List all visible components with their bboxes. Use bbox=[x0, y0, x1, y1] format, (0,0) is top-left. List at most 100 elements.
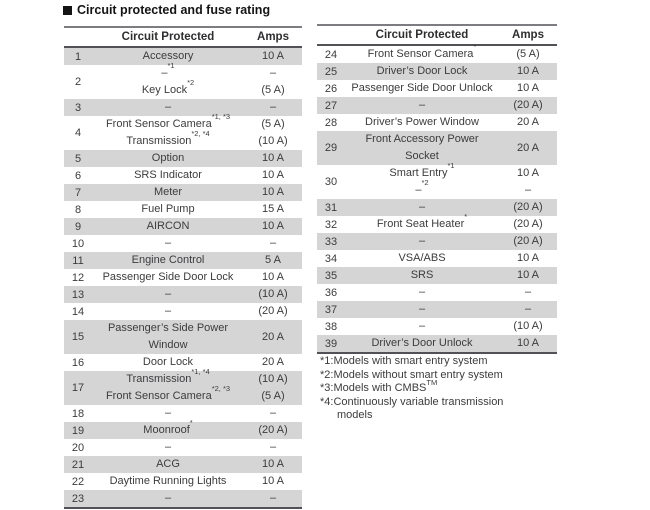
table-row: 36 – – bbox=[317, 284, 557, 301]
circuit-cell: – bbox=[345, 301, 499, 318]
table-row: 11 Engine Control 5 A bbox=[64, 252, 302, 269]
amps-value: 10 A bbox=[261, 220, 285, 232]
circuit-cell: – bbox=[92, 235, 244, 252]
amps-value: 10 A bbox=[516, 65, 540, 77]
table-row: 20 – – bbox=[64, 439, 302, 456]
table-row: 30 Smart Entry*1 –*2 10 A – bbox=[317, 162, 557, 199]
amps-value: 10 A bbox=[261, 271, 285, 283]
table-row: 28 Driver’s Power Window 20 A bbox=[317, 114, 557, 131]
row-number: 26 bbox=[324, 82, 338, 95]
amps-cell: – bbox=[244, 439, 302, 456]
table-row: 32 Front Seat Heater* (20 A) bbox=[317, 212, 557, 233]
amps-cell: 10 A bbox=[244, 218, 302, 235]
row-number: 32 bbox=[324, 218, 338, 231]
amps-cell: (20 A) bbox=[244, 303, 302, 320]
circuit-cell: Driver’s Door Unlock bbox=[345, 335, 499, 352]
table-row: 33 – (20 A) bbox=[317, 233, 557, 250]
circuit-line: Front Seat Heater* bbox=[376, 212, 468, 230]
amps-cell: (20 A) bbox=[499, 97, 557, 114]
circuit-cell: Engine Control bbox=[92, 252, 244, 269]
amps-cell: 10 A bbox=[244, 184, 302, 201]
amps-cell: (5 A) (10 A) bbox=[244, 116, 302, 150]
row-number: 5 bbox=[74, 152, 82, 165]
footnote-marker: *2 bbox=[187, 78, 195, 87]
amps-value: 10 A bbox=[261, 186, 285, 198]
amps-cell: – (5 A) bbox=[244, 65, 302, 99]
row-number: 35 bbox=[324, 269, 338, 282]
amps-cell: 10 A bbox=[499, 267, 557, 284]
circuit-line: ACG bbox=[156, 458, 180, 470]
amps-value: (5 A) bbox=[261, 84, 285, 96]
footnote-marker: * bbox=[464, 212, 468, 221]
row-number: 21 bbox=[71, 458, 85, 471]
row-number: 29 bbox=[324, 142, 338, 154]
row-number: 36 bbox=[324, 286, 338, 299]
amps-cell: – bbox=[499, 301, 557, 318]
table-row: 16 Door Lock 20 A bbox=[64, 354, 302, 371]
amps-value: (20 A) bbox=[513, 201, 543, 213]
circuit-line: Front Sensor Camera* bbox=[367, 42, 477, 60]
row-number: 13 bbox=[71, 288, 85, 301]
row-number: 25 bbox=[324, 65, 338, 78]
circuit-cell: – bbox=[345, 97, 499, 114]
amps-cell: 20 A bbox=[244, 354, 302, 371]
amps-value: 10 A bbox=[516, 82, 540, 94]
footnote-marker: *1, *4 bbox=[191, 367, 210, 376]
circuit-line: Transmission*1, *4 bbox=[126, 367, 210, 385]
circuit-cell: – bbox=[92, 99, 244, 116]
row-number: 18 bbox=[71, 407, 85, 420]
circuit-line: – bbox=[164, 407, 172, 419]
amps-value: (10 A) bbox=[258, 135, 288, 147]
circuit-cell: Option bbox=[92, 150, 244, 167]
amps-cell: – bbox=[244, 235, 302, 252]
circuit-cell: VSA/ABS bbox=[345, 250, 499, 267]
amps-value: (5 A) bbox=[261, 390, 285, 402]
amps-cell: 20 A bbox=[244, 320, 302, 354]
square-bullet-icon bbox=[63, 5, 72, 15]
row-number: 6 bbox=[74, 169, 82, 182]
amps-cell: (20 A) bbox=[499, 199, 557, 216]
circuit-line: – bbox=[418, 286, 426, 298]
row-number: 9 bbox=[74, 220, 82, 233]
amps-value: 10 A bbox=[516, 167, 540, 179]
amps-value: 10 A bbox=[261, 458, 285, 470]
circuit-cell: – bbox=[345, 233, 499, 250]
circuit-line: – bbox=[164, 237, 172, 249]
amps-value: (10 A) bbox=[258, 288, 288, 300]
circuit-cell: Passenger Side Door Lock bbox=[92, 269, 244, 286]
row-number: 17 bbox=[71, 382, 85, 394]
circuit-cell: ACG bbox=[92, 456, 244, 473]
table-row: 10 – – bbox=[64, 235, 302, 252]
amps-cell: 10 A bbox=[244, 473, 302, 490]
amps-value: – bbox=[524, 184, 532, 196]
amps-cell: 10 A bbox=[499, 250, 557, 267]
amps-cell: 10 A bbox=[244, 269, 302, 286]
circuit-line: – bbox=[418, 303, 426, 315]
table-row: 22 Daytime Running Lights 10 A bbox=[64, 473, 302, 490]
col-header-circuit: Circuit Protected bbox=[121, 31, 215, 43]
amps-value: (20 A) bbox=[513, 218, 543, 230]
circuit-line: Passenger Side Door Unlock bbox=[351, 82, 493, 94]
row-number: 10 bbox=[71, 237, 85, 250]
table-body: 1 Accessory 10 A 2 –*1 Key Lock*2– (5 A) 3– –4 Fr… bbox=[64, 48, 302, 509]
amps-cell: 20 A bbox=[499, 131, 557, 165]
circuit-cell: – bbox=[345, 199, 499, 216]
amps-value: (10 A) bbox=[513, 320, 543, 332]
footnote-marker: *2, *3 bbox=[211, 384, 231, 393]
circuit-cell: Fuel Pump bbox=[92, 201, 244, 218]
circuit-line: Engine Control bbox=[131, 254, 205, 266]
amps-value: 10 A bbox=[516, 269, 540, 281]
amps-value: 10 A bbox=[261, 475, 285, 487]
circuit-cell: Front Seat Heater* bbox=[345, 212, 499, 233]
circuit-line: Door Lock bbox=[142, 356, 194, 368]
col-header-amps: Amps bbox=[257, 31, 289, 43]
table-row: 9 AIRCON 10 A bbox=[64, 218, 302, 235]
amps-value: 10 A bbox=[261, 50, 285, 62]
table-row: 23 – – bbox=[64, 490, 302, 507]
footnote-line: *3:Models with CMBSTM bbox=[320, 378, 438, 394]
table-row: 37 – – bbox=[317, 301, 557, 318]
fuse-table-left: Circuit Protected Amps 1 Accessory 10 A 2 –*… bbox=[64, 26, 302, 509]
amps-cell: 20 A bbox=[499, 114, 557, 131]
footnote-marker: TM bbox=[426, 378, 438, 387]
amps-cell: – bbox=[244, 99, 302, 116]
